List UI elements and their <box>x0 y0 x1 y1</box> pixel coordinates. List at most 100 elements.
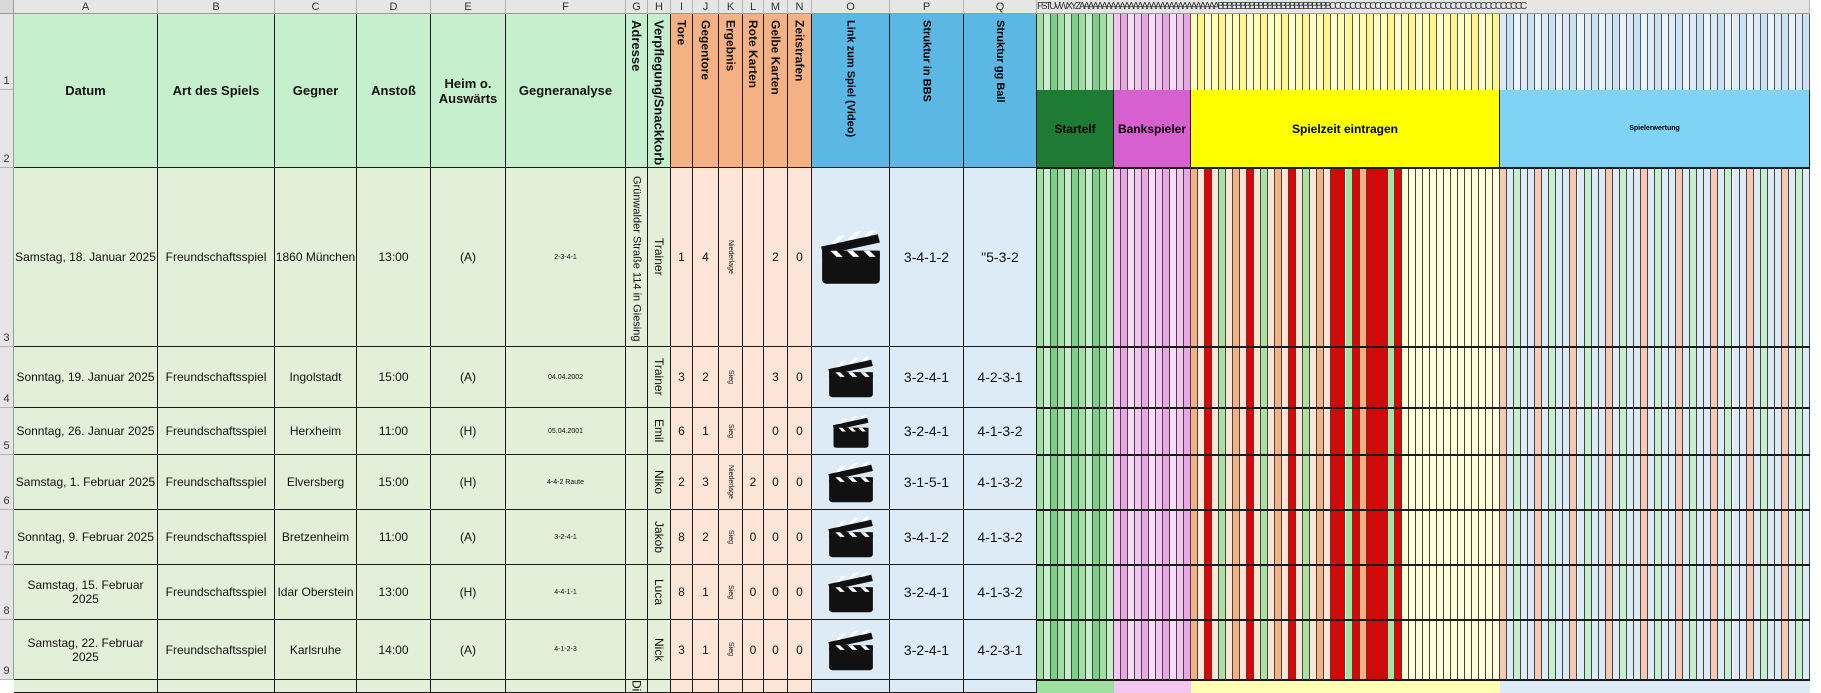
red-cards-cell[interactable]: 0 <box>743 620 764 680</box>
player-name-column[interactable] <box>1275 14 1283 90</box>
player-name-column[interactable] <box>1542 14 1550 90</box>
time-penalties-cell[interactable]: 0 <box>788 565 812 620</box>
address-cell[interactable] <box>626 408 648 455</box>
player-value-column[interactable] <box>1121 168 1128 680</box>
player-value-column[interactable] <box>1065 168 1072 680</box>
player-name-column[interactable] <box>1619 14 1627 90</box>
player-value-column[interactable] <box>1051 168 1058 680</box>
player-name-column[interactable] <box>1436 14 1444 90</box>
player-value-column[interactable] <box>1556 168 1564 680</box>
column-header-d[interactable]: D <box>357 0 431 14</box>
player-value-column[interactable] <box>1746 168 1754 680</box>
result-cell[interactable]: Sieg <box>719 565 743 620</box>
date-cell[interactable]: Samstag, 15. Februar 2025 <box>14 565 158 620</box>
player-name-column[interactable] <box>1079 14 1086 90</box>
column-header-c[interactable]: C <box>275 0 357 14</box>
player-value-column[interactable] <box>1697 168 1705 680</box>
structure-gg-cell[interactable]: 4-1-3-2 <box>964 510 1037 565</box>
row-header-1[interactable]: 1 <box>0 14 14 90</box>
player-name-column[interactable] <box>1226 14 1234 90</box>
player-value-column[interactable] <box>1205 168 1213 680</box>
header-link[interactable]: Link zum Spiel (Video) <box>812 14 890 168</box>
player-name-column[interactable] <box>1739 14 1747 90</box>
player-name-column[interactable] <box>1331 14 1339 90</box>
player-name-column[interactable] <box>1760 14 1768 90</box>
player-name-column[interactable] <box>1683 14 1691 90</box>
row-header-6[interactable]: 6 <box>0 455 14 510</box>
player-name-column[interactable] <box>1697 14 1705 90</box>
player-value-column[interactable] <box>1338 168 1346 680</box>
player-value-column[interactable] <box>1128 168 1135 680</box>
player-name-column[interactable] <box>1086 14 1093 90</box>
empty-cell[interactable] <box>719 680 743 693</box>
goals-cell[interactable]: 1 <box>671 168 693 347</box>
player-value-column[interactable] <box>1317 168 1325 680</box>
player-name-column[interactable] <box>1373 14 1381 90</box>
column-header-e[interactable]: E <box>431 0 506 14</box>
player-name-column[interactable] <box>1655 14 1663 90</box>
player-value-column[interactable] <box>1114 168 1121 680</box>
player-value-column[interactable] <box>1584 168 1592 680</box>
kickoff-cell[interactable]: 15:00 <box>357 347 431 408</box>
goals-cell[interactable]: 3 <box>671 620 693 680</box>
column-header-j[interactable]: J <box>693 0 719 14</box>
time-penalties-cell[interactable]: 0 <box>788 347 812 408</box>
player-name-column[interactable] <box>1177 14 1184 90</box>
yellow-cards-cell[interactable]: 0 <box>764 510 788 565</box>
player-name-column[interactable] <box>1626 14 1634 90</box>
player-value-column[interactable] <box>1387 168 1395 680</box>
player-value-column[interactable] <box>1471 168 1479 680</box>
player-name-column[interactable] <box>1135 14 1142 90</box>
header-art[interactable]: Art des Spiels <box>158 14 275 168</box>
player-name-column[interactable] <box>1514 14 1522 90</box>
structure-bbs-cell[interactable]: 3-4-1-2 <box>890 510 964 565</box>
player-value-column[interactable] <box>1718 168 1726 680</box>
player-name-column[interactable] <box>1732 14 1740 90</box>
kickoff-cell[interactable]: 15:00 <box>357 455 431 510</box>
goals-against-cell[interactable]: 4 <box>693 168 719 347</box>
empty-cell[interactable] <box>14 680 158 693</box>
header-struktur-bbs[interactable]: Struktur in BBS <box>890 14 964 168</box>
player-value-column[interactable] <box>1401 168 1409 680</box>
empty-cell[interactable] <box>671 680 693 693</box>
player-value-column[interactable] <box>1191 168 1199 680</box>
player-name-column[interactable] <box>1676 14 1684 90</box>
player-value-column[interactable] <box>1676 168 1684 680</box>
column-header-q[interactable]: Q <box>964 0 1037 14</box>
player-value-column[interactable] <box>1331 168 1339 680</box>
yellow-cards-cell[interactable]: 0 <box>764 620 788 680</box>
player-name-column[interactable] <box>1170 14 1177 90</box>
empty-cell[interactable] <box>812 680 890 693</box>
column-header-k[interactable]: K <box>719 0 743 14</box>
yellow-cards-cell[interactable]: 0 <box>764 455 788 510</box>
column-header-b[interactable]: B <box>158 0 275 14</box>
player-value-column[interactable] <box>1478 168 1486 680</box>
player-value-column[interactable] <box>1268 168 1276 680</box>
player-name-column[interactable] <box>1429 14 1437 90</box>
header-heim[interactable]: Heim o. Auswärts <box>431 14 506 168</box>
player-value-column[interactable] <box>1542 168 1550 680</box>
goals-against-cell[interactable]: 1 <box>693 565 719 620</box>
clapperboard-icon[interactable] <box>831 414 871 449</box>
home-away-cell[interactable]: (H) <box>431 408 506 455</box>
player-name-column[interactable] <box>1535 14 1543 90</box>
header-adresse[interactable]: Adresse <box>626 14 648 168</box>
result-cell[interactable]: Sieg <box>719 347 743 408</box>
player-name-column[interactable] <box>1352 14 1360 90</box>
goals-cell[interactable]: 3 <box>671 347 693 408</box>
column-header-l[interactable]: L <box>743 0 764 14</box>
game-type-cell[interactable]: Freundschaftsspiel <box>158 408 275 455</box>
player-name-column[interactable] <box>1478 14 1486 90</box>
player-name-column[interactable] <box>1191 14 1199 90</box>
result-cell[interactable]: Sieg <box>719 620 743 680</box>
header-ergebnis[interactable]: Ergebnis <box>719 14 743 168</box>
catering-cell[interactable]: Nick <box>648 620 671 680</box>
player-value-column[interactable] <box>1247 168 1255 680</box>
player-name-column[interactable] <box>1065 14 1072 90</box>
player-name-column[interactable] <box>1184 14 1191 90</box>
player-value-column[interactable] <box>1261 168 1269 680</box>
goals-against-cell[interactable]: 2 <box>693 510 719 565</box>
player-value-column[interactable] <box>1310 168 1318 680</box>
player-value-column[interactable] <box>1619 168 1627 680</box>
player-value-column[interactable] <box>1198 168 1206 680</box>
